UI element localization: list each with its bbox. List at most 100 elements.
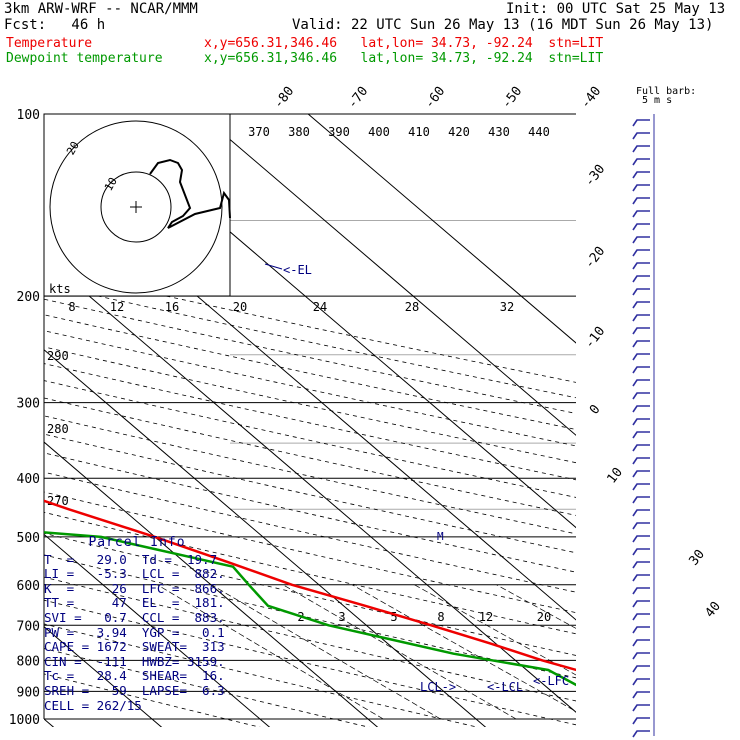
wind-barb: [632, 613, 650, 621]
level-markers: <-EL M LCL-> <-LCL <-LFC: [264, 263, 569, 694]
wind-barb: [632, 275, 650, 283]
wind-barb: [632, 470, 650, 478]
wind-barb: [632, 483, 650, 491]
pressure-tick-label: 700: [17, 619, 40, 634]
dry-adiabat: [44, 452, 576, 573]
mixing-ratio-line: [282, 584, 517, 720]
wind-barb: [632, 327, 650, 335]
hodograph-speed-label: 8: [68, 300, 75, 314]
wind-barb: [632, 132, 650, 140]
mixing-ratio-label: 8: [437, 610, 444, 624]
mixing-ratio-line: [414, 584, 576, 676]
barb-key-unit: 5 m s: [642, 95, 672, 106]
isotherm-label: -40: [578, 84, 604, 112]
theta-label: 400: [368, 125, 390, 139]
wind-barb: [632, 392, 650, 400]
hodograph: 10 20: [43, 113, 231, 297]
init-time: Init: 00 UTC Sat 25 May 13: [506, 1, 726, 17]
pressure-tick-label: 200: [17, 290, 40, 305]
isotherm-label: -80: [271, 84, 297, 112]
wind-barb: [632, 301, 650, 309]
theta-label: 370: [248, 125, 270, 139]
wind-barb: [632, 431, 650, 439]
dry-adiabat: [44, 648, 370, 727]
lcl-parcel-label: <-LCL: [487, 680, 523, 694]
mixing-ratio-label: 5: [390, 610, 397, 624]
dry-adiabat: [44, 471, 576, 593]
parcel-info-row: SVI = 0.7 CCL = 883.: [44, 609, 225, 625]
isotherm-label: -50: [499, 84, 525, 112]
wind-barb: [632, 522, 650, 530]
wind-barb: [632, 366, 650, 374]
wind-barb: [632, 574, 650, 582]
parcel-info-row: CELL = 262/15: [44, 697, 142, 713]
parcel-info-row: K = 26 LFC = 866.: [44, 580, 225, 596]
hodograph-speed-label: 24: [313, 300, 327, 314]
isotherm-line: [199, 114, 576, 436]
hodograph-speed-label: 16: [165, 300, 179, 314]
mixing-ratio-label: 12: [479, 610, 493, 624]
isotherm-label: 30: [687, 547, 708, 569]
wind-barb: [632, 236, 650, 244]
theta-label: 430: [488, 125, 510, 139]
wind-barb: [632, 210, 650, 218]
isotherm-label: 10: [605, 465, 626, 487]
hodograph-ring: [100, 171, 172, 243]
pressure-tick-label: 100: [17, 108, 40, 123]
isotherm-label: -70: [345, 84, 371, 112]
wind-barb: [632, 548, 650, 556]
dry-adiabat: [44, 268, 576, 383]
pressure-tick-label: 400: [17, 472, 40, 487]
dry-adiabat: [44, 576, 576, 702]
parcel-info-row: CIN = -111 HWBZ= 3159.: [44, 653, 225, 669]
parcel-info-row: LI = -5.3 LCL = 882.: [44, 566, 225, 582]
hodograph-speed-label: 32: [500, 300, 514, 314]
hodograph-ring: [49, 120, 223, 294]
profile-series: [44, 499, 576, 687]
isotherm-label: -10: [582, 324, 608, 352]
isotherm-label: -30: [582, 162, 608, 190]
parcel-info-title: Parcel Info: [88, 535, 186, 550]
wind-barb: [632, 652, 650, 660]
hodograph-ring-label: 20: [64, 139, 82, 157]
parcel-info-row: PW = 3.94 YGP = 0.1: [44, 624, 225, 640]
mixing-ratio-line: [211, 584, 441, 720]
wind-barb: [632, 405, 650, 413]
wind-barb: [632, 340, 650, 348]
mixing-ratio-line: [496, 584, 576, 629]
wind-barb: [632, 587, 650, 595]
isotherm-label: 0: [587, 402, 604, 417]
wind-barb: [632, 379, 650, 387]
temperature-legend: Temperature: [6, 36, 93, 51]
wind-barb: [632, 171, 650, 179]
dry-adiabat: [44, 623, 479, 727]
lfc-marker: M: [437, 530, 444, 543]
isotherm-line: [44, 256, 576, 713]
wind-barb: [632, 496, 650, 504]
theta-label: 410: [408, 125, 430, 139]
lcl-label: LCL->: [420, 680, 456, 694]
isotherm-label: 40: [703, 599, 724, 621]
wind-barb: [632, 704, 650, 712]
hodograph-speed-label: 28: [405, 300, 419, 314]
mixing-ratio-line: [157, 584, 384, 720]
parcel-info-row: CAPE = 1672 SWEAT= 313: [44, 639, 225, 655]
parcel-info-row: TT = 47 EL = 181.: [44, 595, 225, 611]
wind-barb: [632, 184, 650, 192]
lfc-label: <-LFC: [533, 674, 569, 688]
wind-barb: [632, 249, 650, 257]
model-title: 3km ARW-WRF -- NCAR/MMM: [4, 1, 198, 17]
dry-adiabat: [44, 330, 576, 447]
pressure-tick-label: 600: [17, 579, 40, 594]
el-arrow: [264, 263, 283, 270]
pressure-tick-label: 1000: [9, 713, 40, 728]
wind-barb: [632, 626, 650, 634]
hodograph-direction-label: 290: [47, 349, 69, 363]
hodograph-unit-label: kts: [49, 282, 71, 296]
wind-barb: [632, 717, 650, 725]
dry-adiabat: [44, 298, 576, 414]
pressure-tick-label: 900: [17, 685, 40, 700]
pressure-tick-label: 800: [17, 654, 40, 669]
wind-barb: [632, 119, 650, 127]
